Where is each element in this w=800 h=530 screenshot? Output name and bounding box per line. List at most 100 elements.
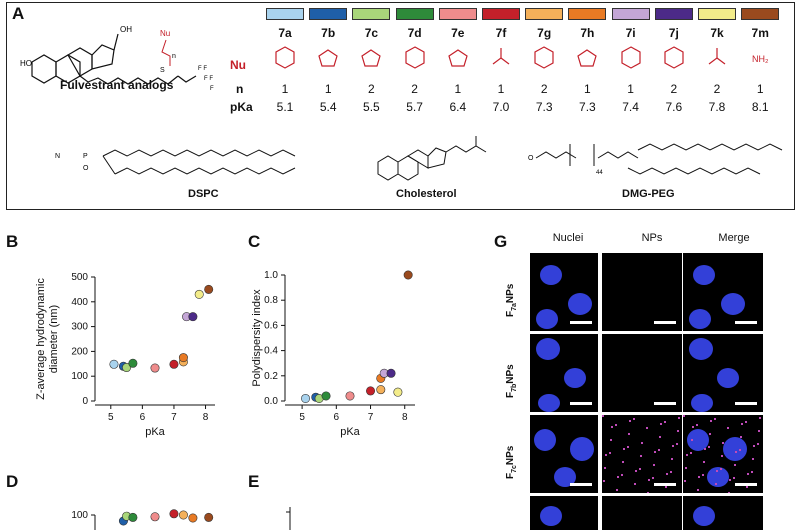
np-signal [627, 446, 629, 448]
n-value-7i: 1 [627, 82, 634, 96]
compound-swatch-7d [395, 8, 434, 20]
nucleophile-structure-7m: NH₂ [752, 54, 769, 64]
nucleus [540, 506, 562, 526]
np-signal [647, 492, 649, 493]
compound-swatch-7i [611, 8, 650, 20]
svg-text:44: 44 [596, 170, 603, 176]
pka-value-7k: 7.8 [708, 100, 726, 114]
dmg-peg-label: DMG-PEG [622, 188, 675, 200]
data-point-10 [393, 387, 403, 397]
compound-id-7m: 7m [751, 26, 769, 40]
n-value-7g: 2 [540, 82, 548, 96]
np-signal [652, 477, 654, 479]
np-signal [698, 476, 700, 478]
x-axis-label: pKa [340, 426, 360, 438]
np-signal [690, 452, 692, 454]
np-signal [751, 471, 753, 473]
np-signal [660, 423, 662, 425]
scale-bar [735, 321, 757, 324]
np-signal [714, 418, 716, 420]
np-signal [753, 445, 755, 447]
fulvestrant-analogs-label: Fulvestrant analogs [60, 78, 174, 92]
row-label-7b: F7bNPs [505, 364, 518, 398]
compound-id-7a: 7a [278, 26, 292, 40]
compound-swatch-7e [438, 8, 477, 20]
svg-text:P: P [83, 153, 88, 160]
compound-swatch-7f [482, 8, 520, 20]
n-value-7k: 2 [713, 82, 721, 96]
micrograph-7b-merge [683, 334, 763, 412]
nucleophile-structure-7e [448, 49, 468, 67]
compound-swatch-7a [266, 8, 304, 20]
n-value-7j: 2 [670, 82, 678, 96]
np-signal [686, 454, 688, 456]
nucleus [693, 506, 715, 526]
data-point-5 [366, 386, 376, 396]
pka-value-7m: 8.1 [751, 100, 769, 114]
np-signal [722, 442, 724, 444]
y-tick-label: 0.0 [264, 396, 278, 407]
np-signal [709, 433, 711, 435]
svg-text:N: N [55, 153, 60, 160]
compound-swatch-7b [309, 8, 348, 20]
np-signal [752, 458, 754, 460]
y-tick-label: 1.0 [264, 270, 278, 281]
x-tick-label: 6 [140, 412, 146, 423]
scale-bar [654, 402, 676, 405]
y-tick-label: 500 [71, 272, 88, 283]
nucleus [534, 429, 556, 451]
y-tick-label: 0 [82, 396, 88, 407]
n-value-7d: 2 [411, 82, 418, 96]
np-signal [604, 467, 606, 469]
micrograph-7c-nuclei [530, 415, 598, 493]
nucleus [536, 338, 560, 360]
np-signal [672, 445, 674, 447]
pka-value-7d: 5.7 [406, 100, 423, 114]
x-axis-label: pKa [145, 426, 165, 438]
micrograph-7c-merge [683, 415, 763, 493]
np-signal [729, 479, 731, 481]
dmg-peg-structure: O 44 [528, 143, 783, 176]
np-signal [646, 427, 648, 429]
scale-bar [570, 402, 592, 405]
micrograph-7d-nuclei [530, 496, 598, 530]
np-signal [603, 480, 605, 482]
np-signal [746, 486, 748, 488]
pka-value-7h: 7.3 [579, 100, 596, 114]
compound-swatch-7g [525, 8, 564, 20]
np-signal [676, 443, 678, 445]
column-label-nps: NPs [641, 232, 663, 244]
panel-c-letter: C [248, 232, 261, 251]
np-signal [640, 455, 642, 457]
svg-text:O: O [83, 165, 89, 172]
y-tick-label: 100 [71, 371, 88, 382]
np-signal [664, 421, 666, 423]
nucleophile-structure-7k [708, 48, 726, 65]
y-tick-label: 200 [71, 346, 88, 357]
np-signal [720, 468, 722, 470]
data-point-0 [301, 393, 311, 403]
np-signal [602, 415, 604, 417]
svg-text:F F: F F [198, 66, 207, 72]
np-signal [653, 464, 655, 466]
compound-swatch-7c [352, 8, 391, 20]
np-signal [641, 442, 643, 444]
nucleus [564, 368, 586, 388]
data-point-6 [376, 385, 386, 395]
fulvestrant-structure: Nu HO OH n S F F F F F [20, 25, 214, 90]
micrograph-7a-nps [602, 253, 682, 331]
chart-d: 100(%) [71, 509, 214, 530]
compound-id-7d: 7d [407, 26, 422, 40]
np-signal [666, 473, 668, 475]
x-tick-label: 8 [402, 412, 408, 423]
compound-id-7e: 7e [451, 26, 465, 40]
svg-text:O: O [528, 155, 534, 162]
y-tick-label: 300 [71, 322, 88, 333]
pka-value-7i: 7.4 [622, 100, 639, 114]
np-signal [678, 417, 680, 419]
dspc-structure: N P O [55, 149, 296, 175]
np-signal [633, 418, 635, 420]
np-signal [671, 458, 673, 460]
compound-swatch-7j [654, 8, 693, 20]
panel-g-letter: G [494, 232, 508, 251]
